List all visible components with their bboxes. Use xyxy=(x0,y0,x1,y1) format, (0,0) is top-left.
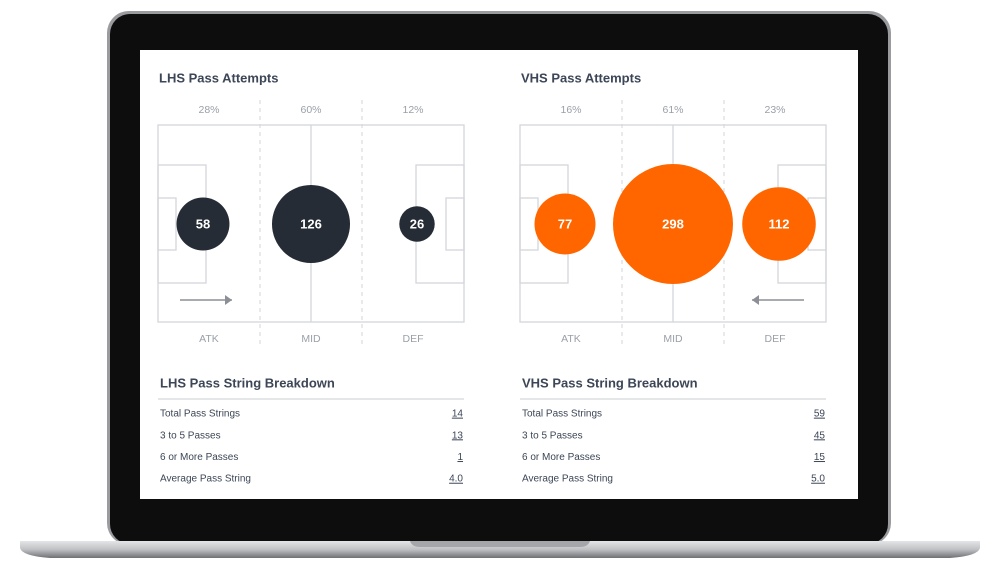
row-value[interactable]: 45 xyxy=(814,430,826,441)
goal-box xyxy=(157,197,177,251)
row-label: 3 to 5 Passes xyxy=(522,430,583,441)
row-label: Average Pass String xyxy=(522,474,613,485)
bubble-value: 77 xyxy=(558,216,572,231)
row-label: 3 to 5 Passes xyxy=(160,430,221,441)
panel-title: LHS Pass Attempts xyxy=(159,70,278,85)
row-value[interactable]: 1 xyxy=(457,452,463,463)
arrow-head xyxy=(225,295,232,305)
row-label: 6 or More Passes xyxy=(522,452,600,463)
row-value[interactable]: 14 xyxy=(452,409,464,420)
arrow-head xyxy=(752,295,759,305)
bubble xyxy=(534,193,596,255)
bubble-value: 26 xyxy=(410,216,424,231)
zone-label: MID xyxy=(663,333,683,345)
breakdown-title: LHS Pass String Breakdown xyxy=(160,375,335,390)
row-label: Total Pass Strings xyxy=(522,409,602,420)
row-value[interactable]: 13 xyxy=(452,430,464,441)
bubble xyxy=(742,187,816,261)
panel-title: VHS Pass Attempts xyxy=(521,70,641,85)
goal-box xyxy=(445,197,465,251)
bubble xyxy=(399,206,435,242)
bubble xyxy=(176,197,230,251)
row-value[interactable]: 5.0 xyxy=(811,474,825,485)
bubble xyxy=(613,164,733,284)
screen xyxy=(140,50,858,499)
zone-share: 12% xyxy=(402,104,423,116)
zone-share: 61% xyxy=(662,104,683,116)
base-notch xyxy=(410,541,590,547)
bubble xyxy=(271,184,351,264)
breakdown-title: VHS Pass String Breakdown xyxy=(522,375,698,390)
bubble-value: 58 xyxy=(196,216,210,231)
row-label: Average Pass String xyxy=(160,474,251,485)
bubble-value: 126 xyxy=(300,216,322,231)
zone-share: 23% xyxy=(764,104,785,116)
row-value[interactable]: 4.0 xyxy=(449,474,463,485)
row-label: 6 or More Passes xyxy=(160,452,238,463)
zone-label: DEF xyxy=(403,333,424,345)
zone-share: 60% xyxy=(300,104,321,116)
zone-label: ATK xyxy=(199,333,219,345)
bubble-value: 298 xyxy=(662,216,684,231)
row-label: Total Pass Strings xyxy=(160,409,240,420)
bubble-value: 112 xyxy=(769,216,790,231)
zone-label: ATK xyxy=(561,333,581,345)
zone-label: DEF xyxy=(765,333,786,345)
laptop-base xyxy=(20,541,980,558)
zone-share: 28% xyxy=(198,104,219,116)
row-value[interactable]: 15 xyxy=(814,452,826,463)
zone-label: MID xyxy=(301,333,321,345)
zone-share: 16% xyxy=(560,104,581,116)
row-value[interactable]: 59 xyxy=(814,409,826,420)
